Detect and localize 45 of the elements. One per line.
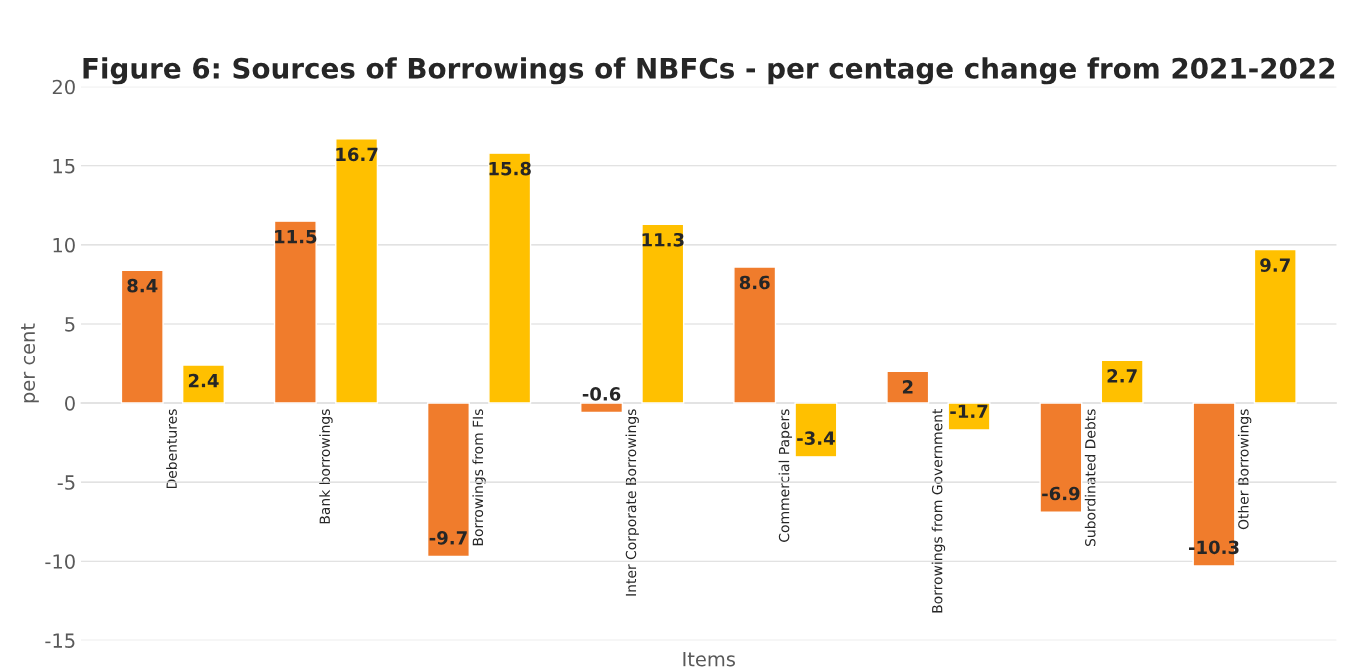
bar: [181, 364, 226, 404]
x-tick-label: Inter Corporate Borrowings: [625, 409, 639, 596]
y-axis-title: per cent: [21, 323, 39, 403]
y-tick-label: -5: [57, 475, 75, 490]
bar: [273, 220, 317, 404]
y-tick-label: 20: [52, 79, 75, 95]
x-tick-label: Borrowings from Government: [931, 408, 946, 613]
y-tick-label: -15: [45, 633, 75, 648]
data-label: -0.6: [582, 387, 621, 401]
x-tick-label: Subordinated Debts: [1084, 409, 1096, 547]
x-tick-label: Bank borrowings: [319, 409, 333, 524]
data-label: -9.7: [429, 531, 467, 545]
y-tick-label: 5: [65, 317, 75, 332]
data-label: -6.9: [1042, 486, 1080, 501]
bar: [426, 402, 470, 558]
x-axis-title: Items: [683, 651, 735, 667]
data-label: 2.4: [188, 373, 219, 388]
x-tick-label: Borrowings from FIs: [472, 409, 486, 546]
y-tick-label: 15: [53, 159, 75, 174]
bar: [335, 138, 379, 404]
bar: [886, 370, 930, 404]
y-tick-label: 0: [65, 396, 75, 411]
data-label: 8.4: [127, 278, 158, 293]
x-tick-label: Other Borrowings: [1237, 409, 1252, 530]
x-tick-label: Debentures: [166, 409, 177, 489]
chart-title: Figure 6: Sources of Borrowings of NBFCs - per centage change from 2021-2022: [83, 57, 1335, 85]
bar: [794, 402, 838, 458]
y-tick-label: -10: [45, 554, 75, 569]
bar: [580, 402, 624, 414]
y-tick-label: 10: [53, 237, 75, 253]
data-label: 2.7: [1107, 369, 1137, 383]
bar: [641, 223, 685, 404]
bar: [947, 402, 991, 431]
bar: [1100, 359, 1144, 404]
x-tick-label: Commercial Papers: [778, 409, 793, 542]
bar: [488, 152, 532, 404]
bar: [1253, 248, 1297, 404]
data-label: -3.4: [797, 431, 835, 446]
bar: [733, 266, 777, 404]
bar: [1039, 402, 1083, 513]
bar: [120, 269, 164, 404]
data-label: -1.7: [950, 404, 988, 418]
data-label: 2: [902, 380, 913, 394]
data-label: 9.7: [1260, 258, 1290, 272]
data-label: 8.6: [739, 275, 770, 290]
